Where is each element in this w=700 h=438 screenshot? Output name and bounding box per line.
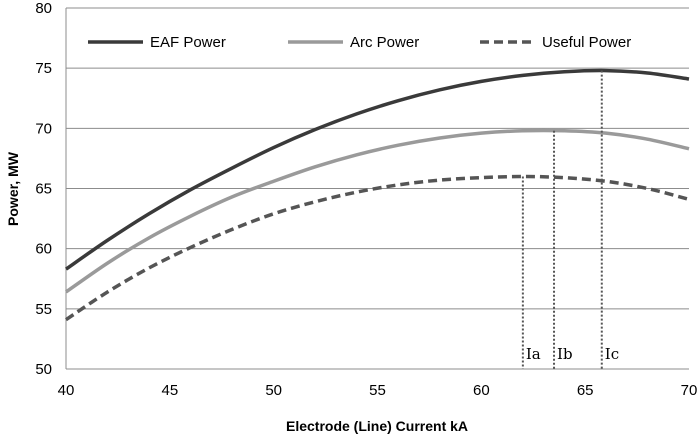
legend: EAF Power Arc Power Useful Power — [88, 34, 631, 51]
y-tick-label-70: 70 — [35, 120, 52, 137]
y-tick-label-80: 80 — [35, 0, 52, 17]
y-axis-title: Power, MW — [5, 151, 21, 226]
series-line-eaf-power — [65, 68, 690, 271]
y-tick-label-55: 55 — [35, 301, 52, 318]
y-tick-label-60: 60 — [35, 241, 52, 258]
x-tick-label-60: 60 — [473, 382, 490, 399]
current-markers: Ia Ib Ic — [521, 70, 619, 369]
y-tick-label-50: 50 — [35, 361, 52, 378]
legend-label-3: Useful Power — [542, 34, 631, 51]
series-line-arc-power — [65, 128, 690, 294]
marker-label-ib: Ib — [557, 345, 573, 363]
y-tick-label-65: 65 — [35, 181, 52, 198]
legend-label-2: Arc Power — [350, 34, 419, 51]
x-axis-title: Electrode (Line) Current kA — [286, 418, 468, 434]
series-line-useful-power — [65, 174, 690, 322]
grid-lines — [65, 7, 689, 370]
marker-label-ic: Ic — [605, 345, 619, 363]
x-tick-label-65: 65 — [577, 382, 594, 399]
x-tick-label-55: 55 — [369, 382, 386, 399]
x-tick-label-40: 40 — [58, 382, 75, 399]
y-tick-labels: 50 55 60 65 70 75 80 — [35, 0, 52, 378]
y-tick-label-75: 75 — [35, 60, 52, 77]
x-tick-labels: 40 45 50 55 60 65 70 — [58, 382, 698, 399]
series-lines — [65, 68, 690, 322]
x-tick-label-45: 45 — [161, 382, 178, 399]
legend-label-1: EAF Power — [150, 34, 226, 51]
x-tick-label-70: 70 — [681, 382, 698, 399]
x-tick-label-50: 50 — [265, 382, 282, 399]
marker-label-ia: Ia — [526, 345, 541, 363]
